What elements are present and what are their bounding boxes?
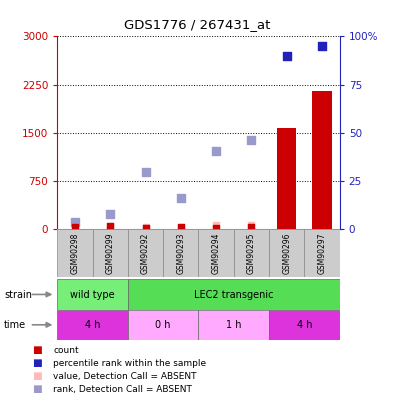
Text: ■: ■: [32, 358, 41, 368]
Text: GSM90292: GSM90292: [141, 232, 150, 274]
Bar: [269, 229, 305, 277]
Bar: [199, 310, 269, 340]
Point: [213, 222, 219, 228]
Text: wild type: wild type: [70, 290, 115, 300]
Bar: [128, 310, 199, 340]
Bar: [277, 128, 297, 229]
Text: GSM90299: GSM90299: [106, 232, 115, 274]
Point: [107, 211, 113, 217]
Point: [319, 43, 325, 49]
Bar: [92, 229, 128, 277]
Point: [248, 137, 255, 144]
Text: ■: ■: [32, 371, 41, 381]
Bar: [57, 310, 128, 340]
Text: 0 h: 0 h: [156, 320, 171, 330]
Text: GSM90295: GSM90295: [247, 232, 256, 274]
Text: GSM90294: GSM90294: [212, 232, 221, 274]
Point: [213, 147, 219, 154]
Text: GSM90296: GSM90296: [282, 232, 291, 274]
Point: [107, 222, 113, 229]
Text: value, Detection Call = ABSENT: value, Detection Call = ABSENT: [53, 372, 197, 381]
Bar: [234, 229, 269, 277]
Text: GSM90298: GSM90298: [70, 232, 79, 274]
Point: [213, 224, 219, 231]
Point: [178, 195, 184, 201]
Text: time: time: [4, 320, 26, 330]
Bar: [199, 229, 234, 277]
Point: [248, 222, 255, 228]
Text: GDS1776 / 267431_at: GDS1776 / 267431_at: [124, 18, 271, 31]
Point: [72, 219, 78, 225]
Text: 4 h: 4 h: [85, 320, 100, 330]
Point: [107, 223, 113, 230]
Text: strain: strain: [4, 290, 32, 300]
Point: [142, 224, 149, 231]
Text: LEC2 transgenic: LEC2 transgenic: [194, 290, 274, 300]
Bar: [305, 229, 340, 277]
Point: [248, 224, 255, 230]
Point: [72, 224, 78, 230]
Text: 1 h: 1 h: [226, 320, 241, 330]
Text: ■: ■: [32, 384, 41, 394]
Point: [178, 224, 184, 230]
Text: ■: ■: [32, 345, 41, 355]
Point: [284, 53, 290, 59]
Bar: [128, 229, 163, 277]
Point: [72, 222, 78, 228]
Text: 4 h: 4 h: [297, 320, 312, 330]
Text: count: count: [53, 346, 79, 355]
Bar: [269, 310, 340, 340]
Bar: [163, 229, 199, 277]
Point: [142, 169, 149, 176]
Text: percentile rank within the sample: percentile rank within the sample: [53, 359, 207, 368]
Bar: [57, 229, 92, 277]
Text: rank, Detection Call = ABSENT: rank, Detection Call = ABSENT: [53, 385, 192, 394]
Point: [178, 224, 184, 231]
Bar: [128, 279, 340, 310]
Point: [142, 224, 149, 230]
Bar: [57, 279, 128, 310]
Text: GSM90293: GSM90293: [176, 232, 185, 274]
Text: GSM90297: GSM90297: [318, 232, 327, 274]
Bar: [312, 91, 332, 229]
